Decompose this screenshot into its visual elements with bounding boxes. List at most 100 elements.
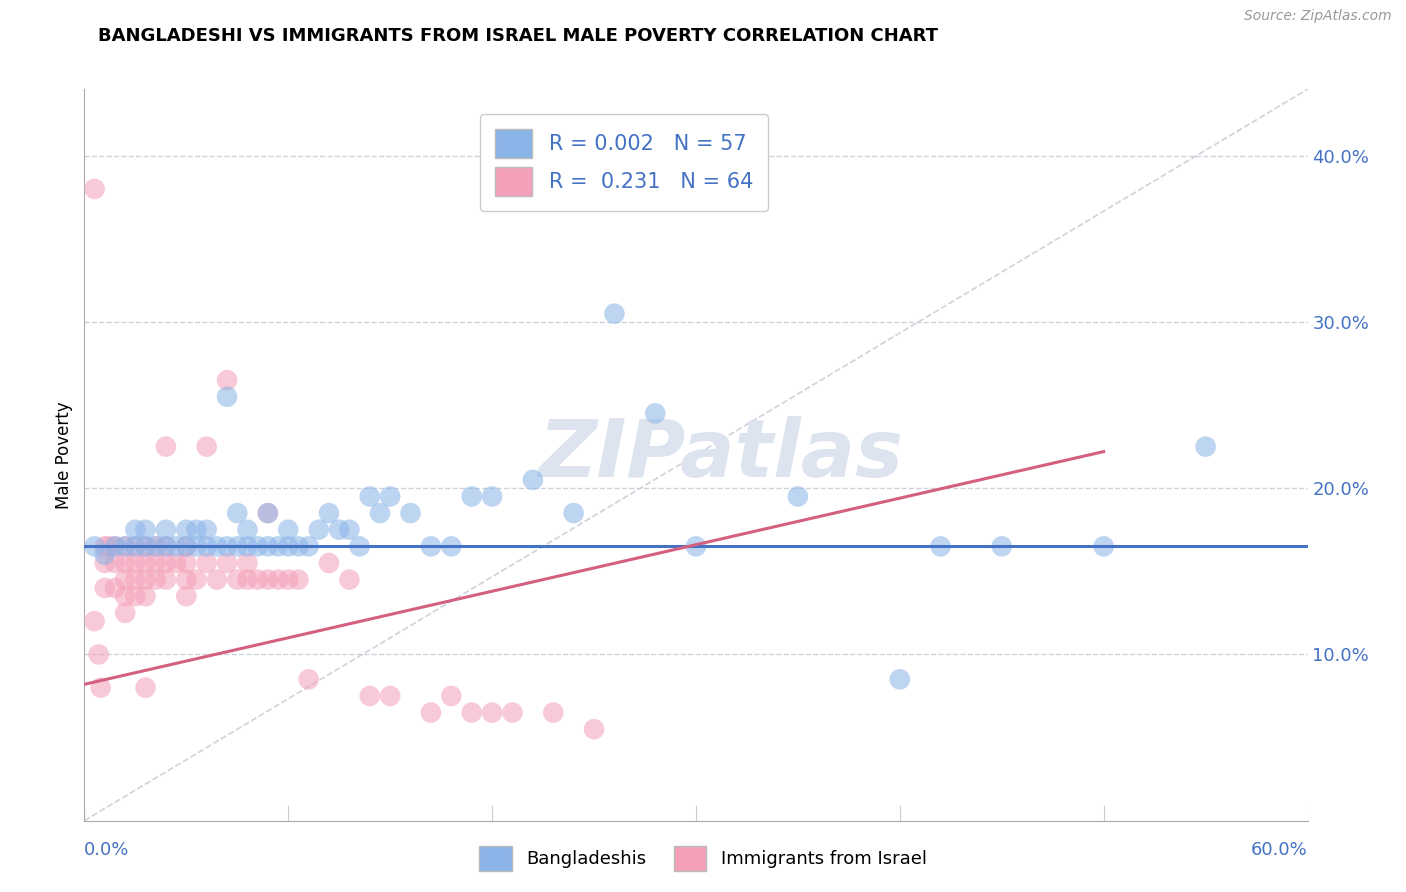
Point (174, 523, 197, 537)
Point (522, 473, 544, 487)
Point (287, 573, 309, 587)
Point (461, 706, 484, 720)
Point (124, 539, 146, 553)
Point (298, 539, 321, 553)
Point (236, 573, 259, 587)
Point (502, 706, 524, 720)
Point (104, 539, 127, 553)
Point (135, 589, 157, 603)
Point (308, 523, 330, 537)
Point (174, 556, 197, 570)
Point (420, 706, 443, 720)
Point (257, 573, 280, 587)
Point (380, 689, 402, 703)
Point (124, 539, 146, 553)
Point (236, 539, 259, 553)
Point (236, 523, 259, 537)
Point (145, 539, 167, 553)
Point (104, 581, 127, 595)
Point (174, 539, 197, 553)
Point (481, 490, 503, 504)
Point (135, 556, 157, 570)
Point (339, 523, 361, 537)
Point (93, 539, 115, 553)
Point (461, 490, 484, 504)
Point (481, 706, 503, 720)
Point (246, 573, 269, 587)
Point (135, 573, 157, 587)
Point (114, 573, 136, 587)
Point (145, 539, 167, 553)
Point (328, 523, 350, 537)
Point (440, 689, 463, 703)
Point (420, 539, 443, 553)
Point (205, 539, 228, 553)
Point (83, 614, 105, 628)
Point (1195, 440, 1218, 454)
Point (174, 589, 197, 603)
Point (155, 556, 177, 570)
Point (991, 539, 1014, 553)
Point (165, 539, 187, 553)
Point (277, 573, 299, 587)
Point (83, 539, 105, 553)
Point (114, 606, 136, 620)
Point (135, 539, 157, 553)
Point (685, 539, 707, 553)
Point (124, 556, 146, 570)
Text: 0.0%: 0.0% (84, 840, 129, 859)
Point (93, 556, 115, 570)
Point (368, 506, 391, 520)
Point (155, 440, 177, 454)
Point (339, 573, 361, 587)
Legend: R = 0.002   N = 57, R =  0.231   N = 64: R = 0.002 N = 57, R = 0.231 N = 64 (479, 114, 768, 211)
Point (104, 539, 127, 553)
Point (93, 581, 115, 595)
Point (277, 539, 299, 553)
Point (93, 548, 115, 562)
Point (267, 539, 290, 553)
Point (135, 523, 157, 537)
Text: ZIPatlas: ZIPatlas (538, 416, 903, 494)
Text: Source: ZipAtlas.com: Source: ZipAtlas.com (1244, 9, 1392, 23)
Point (787, 490, 810, 504)
Point (644, 406, 666, 420)
Point (155, 539, 177, 553)
Point (359, 490, 381, 504)
Point (104, 556, 127, 570)
Point (90, 681, 112, 695)
Point (87, 648, 110, 662)
Point (124, 589, 146, 603)
Point (195, 556, 218, 570)
Point (257, 539, 280, 553)
Point (186, 523, 208, 537)
Point (226, 506, 249, 520)
Point (267, 573, 290, 587)
Point (287, 539, 309, 553)
Point (929, 539, 952, 553)
Point (359, 689, 381, 703)
Point (257, 506, 280, 520)
Legend: Bangladeshis, Immigrants from Israel: Bangladeshis, Immigrants from Israel (472, 838, 934, 879)
Point (226, 539, 249, 553)
Point (236, 556, 259, 570)
Text: BANGLADESHI VS IMMIGRANTS FROM ISRAEL MALE POVERTY CORRELATION CHART: BANGLADESHI VS IMMIGRANTS FROM ISRAEL MA… (98, 27, 938, 45)
Point (114, 539, 136, 553)
Point (257, 506, 280, 520)
Y-axis label: Male Poverty: Male Poverty (55, 401, 73, 508)
Point (155, 573, 177, 587)
Point (318, 506, 340, 520)
Point (562, 506, 585, 520)
Point (114, 556, 136, 570)
Point (399, 506, 422, 520)
Point (114, 539, 136, 553)
Point (97, 539, 120, 553)
Point (195, 539, 218, 553)
Point (583, 723, 606, 737)
Point (186, 573, 208, 587)
Point (205, 573, 228, 587)
Point (349, 539, 371, 553)
Point (298, 673, 321, 687)
Point (165, 556, 187, 570)
Point (83, 182, 105, 196)
